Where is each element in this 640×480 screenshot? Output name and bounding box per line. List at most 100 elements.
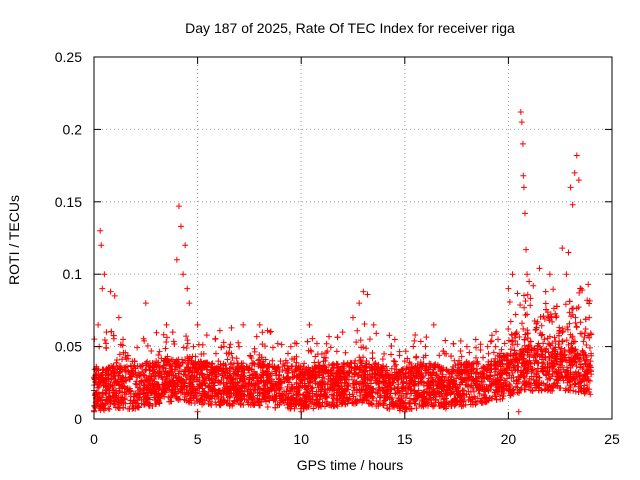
data-point bbox=[411, 337, 418, 344]
data-point bbox=[171, 340, 178, 347]
data-point bbox=[567, 379, 574, 386]
data-point bbox=[499, 370, 506, 377]
data-point bbox=[583, 342, 590, 349]
data-point bbox=[584, 297, 591, 304]
data-point bbox=[234, 371, 241, 378]
data-point bbox=[130, 391, 137, 398]
data-point bbox=[117, 399, 124, 406]
data-point bbox=[230, 383, 237, 390]
data-point bbox=[258, 375, 265, 382]
data-point bbox=[224, 375, 231, 382]
data-point bbox=[527, 360, 534, 367]
data-point bbox=[386, 378, 393, 385]
data-point bbox=[357, 389, 364, 396]
data-point bbox=[442, 401, 449, 408]
data-point bbox=[195, 341, 202, 348]
data-point bbox=[408, 390, 415, 397]
data-point bbox=[575, 389, 582, 396]
data-point bbox=[339, 400, 346, 407]
data-point bbox=[443, 350, 450, 357]
data-point bbox=[406, 401, 413, 408]
data-point bbox=[520, 172, 527, 179]
data-point bbox=[262, 356, 269, 363]
data-point bbox=[156, 369, 163, 376]
data-point bbox=[178, 223, 185, 230]
data-point bbox=[163, 359, 170, 366]
data-point bbox=[287, 343, 294, 350]
data-point bbox=[418, 375, 425, 382]
data-point bbox=[508, 367, 515, 374]
data-point bbox=[510, 386, 517, 393]
data-point bbox=[556, 344, 563, 351]
data-point bbox=[450, 366, 457, 373]
data-point bbox=[558, 373, 565, 380]
data-point bbox=[306, 371, 313, 378]
data-point bbox=[141, 337, 148, 344]
data-point bbox=[360, 395, 367, 402]
data-point bbox=[551, 355, 558, 362]
data-point bbox=[563, 385, 570, 392]
data-point bbox=[512, 311, 519, 318]
data-point bbox=[569, 334, 576, 341]
data-point bbox=[341, 394, 348, 401]
data-point bbox=[309, 374, 316, 381]
data-point bbox=[162, 368, 169, 375]
data-point bbox=[225, 350, 232, 357]
data-point bbox=[550, 286, 557, 293]
data-point bbox=[442, 337, 449, 344]
data-point bbox=[273, 380, 280, 387]
data-point bbox=[256, 321, 263, 328]
data-point bbox=[351, 384, 358, 391]
data-point bbox=[301, 373, 308, 380]
data-point bbox=[133, 392, 140, 399]
data-point bbox=[352, 357, 359, 364]
data-point bbox=[220, 380, 227, 387]
data-point bbox=[421, 395, 428, 402]
data-point bbox=[521, 362, 528, 369]
data-point bbox=[526, 342, 533, 349]
data-point bbox=[309, 335, 316, 342]
data-point bbox=[324, 348, 331, 355]
data-point bbox=[343, 376, 350, 383]
data-point bbox=[406, 406, 413, 412]
data-point bbox=[507, 346, 514, 353]
data-point bbox=[349, 380, 356, 387]
data-point bbox=[586, 344, 593, 351]
data-point bbox=[250, 386, 257, 393]
data-point bbox=[417, 359, 424, 366]
data-point bbox=[366, 372, 373, 379]
data-point bbox=[441, 395, 448, 402]
data-point bbox=[457, 348, 464, 355]
data-point bbox=[496, 353, 503, 360]
data-point bbox=[256, 398, 263, 405]
data-point bbox=[186, 368, 193, 375]
data-point bbox=[262, 398, 269, 405]
data-point bbox=[309, 396, 316, 403]
data-point bbox=[229, 376, 236, 383]
data-point bbox=[436, 352, 443, 359]
data-point bbox=[197, 358, 204, 365]
data-point bbox=[284, 359, 291, 366]
data-point bbox=[408, 365, 415, 372]
data-point bbox=[510, 364, 517, 371]
data-point bbox=[559, 350, 566, 357]
data-point bbox=[582, 387, 589, 394]
data-point bbox=[366, 336, 373, 343]
data-point bbox=[533, 324, 540, 331]
data-point bbox=[237, 400, 244, 407]
data-point bbox=[308, 385, 315, 392]
data-point bbox=[552, 354, 559, 361]
data-point bbox=[360, 288, 367, 295]
data-point bbox=[321, 390, 328, 397]
data-point bbox=[333, 402, 340, 409]
data-point bbox=[547, 342, 554, 349]
data-point bbox=[558, 351, 565, 358]
data-point bbox=[160, 365, 167, 372]
data-point bbox=[425, 396, 432, 403]
data-point bbox=[150, 368, 157, 375]
data-point bbox=[168, 372, 175, 379]
data-point bbox=[119, 383, 126, 390]
data-point bbox=[434, 364, 441, 371]
data-point bbox=[388, 351, 395, 358]
data-point bbox=[546, 354, 553, 361]
